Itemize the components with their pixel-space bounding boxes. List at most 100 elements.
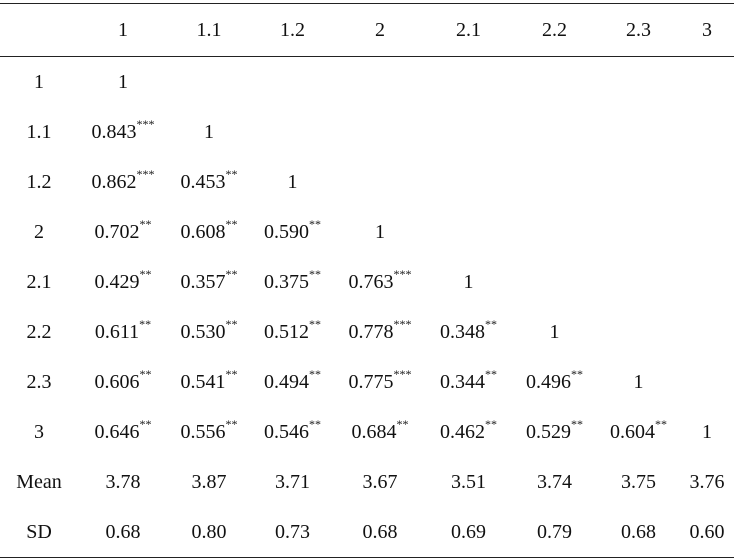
- table-cell: 0.646**: [78, 407, 168, 457]
- cell-value: 0.80: [191, 520, 227, 543]
- table-cell: 0.530**: [168, 307, 250, 357]
- table-cell: 0.604**: [597, 407, 680, 457]
- cell-value: 0.453: [180, 170, 226, 193]
- table-cell: [425, 57, 512, 108]
- significance-mark: **: [309, 416, 321, 431]
- table-cell: 0.73: [250, 507, 335, 558]
- table-cell: 0.375**: [250, 257, 335, 307]
- cell-value: 0.608: [180, 220, 226, 243]
- table-cell: [597, 257, 680, 307]
- table-cell: 3.74: [512, 457, 597, 507]
- table-cell: 1: [425, 257, 512, 307]
- table-cell: 3.76: [680, 457, 734, 507]
- cell-value: 0.778: [348, 320, 394, 343]
- cell-value: 0.60: [689, 520, 725, 543]
- table-cell: [680, 207, 734, 257]
- table-cell: 0.79: [512, 507, 597, 558]
- table-cell: [597, 57, 680, 108]
- table-cell: [512, 107, 597, 157]
- table-cell: 0.702**: [78, 207, 168, 257]
- cell-value: 0.611: [94, 320, 140, 343]
- significance-mark: **: [225, 366, 238, 381]
- row-label: 2.1: [26, 270, 52, 293]
- significance-mark: **: [655, 416, 667, 431]
- cell-value: 0.684: [351, 420, 397, 443]
- table-cell: 3.71: [250, 457, 335, 507]
- row-label: Mean: [16, 470, 62, 493]
- column-header: 2.3: [626, 18, 651, 41]
- significance-mark: **: [485, 366, 497, 381]
- table-cell: [425, 207, 512, 257]
- row-label: 2: [34, 220, 44, 243]
- cell-value: 0.556: [180, 420, 226, 443]
- table-cell: 1: [680, 407, 734, 457]
- table-cell: [250, 107, 335, 157]
- table-cell: 0.546**: [250, 407, 335, 457]
- table-cell: 3.51: [425, 457, 512, 507]
- significance-mark: **: [485, 416, 497, 431]
- table-cell: [250, 57, 335, 108]
- table-cell: 1: [597, 357, 680, 407]
- cell-value: 0.462: [440, 420, 485, 443]
- table-cell: 0.69: [425, 507, 512, 558]
- cell-value: 0.763: [348, 270, 394, 293]
- table-row: 3 0.646** 0.556** 0.546** 0.684** 0.462** 0.52…: [0, 407, 734, 457]
- table-cell: [168, 57, 250, 108]
- table-cell: [597, 157, 680, 207]
- table-cell: 0.541**: [168, 357, 250, 407]
- column-header: 1: [118, 18, 128, 41]
- significance-mark: **: [225, 416, 238, 431]
- significance-mark: **: [309, 266, 321, 281]
- significance-mark: ***: [136, 166, 155, 181]
- cell-value: 3.51: [451, 470, 486, 493]
- table-cell: [512, 207, 597, 257]
- table-cell: 0.348**: [425, 307, 512, 357]
- cell-value: 1: [463, 270, 474, 293]
- table-cell: [680, 257, 734, 307]
- cell-value: 3.78: [105, 470, 141, 493]
- table-cell: 0.775***: [335, 357, 425, 407]
- table-cell: 1: [250, 157, 335, 207]
- significance-mark: **: [571, 416, 583, 431]
- row-label: SD: [26, 520, 52, 543]
- table-cell: 3.87: [168, 457, 250, 507]
- table-cell: 0.80: [168, 507, 250, 558]
- significance-mark: **: [139, 216, 152, 231]
- table-cell: [512, 257, 597, 307]
- table-cell: [512, 157, 597, 207]
- significance-mark: ***: [393, 366, 412, 381]
- table-cell: 0.68: [335, 507, 425, 558]
- cell-value: 0.775: [348, 370, 394, 393]
- table-cell: [335, 107, 425, 157]
- table-cell: 0.862***: [78, 157, 168, 207]
- table-row: 2.2 0.611** 0.530** 0.512** 0.778*** 0.348** 1: [0, 307, 734, 357]
- column-header: 1.2: [280, 18, 305, 41]
- significance-mark: **: [139, 416, 152, 431]
- table-cell: 0.590**: [250, 207, 335, 257]
- significance-mark: ***: [136, 116, 155, 131]
- table-cell: 0.344**: [425, 357, 512, 407]
- cell-value: 0.530: [180, 320, 226, 343]
- cell-value: 0.541: [180, 370, 226, 393]
- significance-mark: **: [225, 216, 238, 231]
- column-header: 2.2: [542, 18, 567, 41]
- table-cell: 0.494**: [250, 357, 335, 407]
- cell-value: 0.68: [105, 520, 141, 543]
- cell-value: 3.74: [537, 470, 572, 493]
- header-row: 1 1.1 1.2 2 2.1 2.2 2.3 3: [0, 3, 734, 57]
- column-header: 2.1: [456, 18, 481, 41]
- cell-value: 0.375: [264, 270, 309, 293]
- table-cell: 0.763***: [335, 257, 425, 307]
- significance-mark: ***: [393, 316, 412, 331]
- table-body: 1 1 1.1 0.843*** 1 1.2 0.862*** 0.453** 1 2 0.702*…: [0, 57, 734, 558]
- row-label: 1: [34, 70, 44, 93]
- table-cell: [597, 107, 680, 157]
- row-label: 2.3: [26, 370, 52, 393]
- cell-value: 0.512: [264, 320, 309, 343]
- corner-cell: [0, 4, 78, 57]
- table-cell: 1: [512, 307, 597, 357]
- cell-value: 3.71: [275, 470, 310, 493]
- table-cell: 0.462**: [425, 407, 512, 457]
- table-cell: [425, 107, 512, 157]
- table-cell: 1: [335, 207, 425, 257]
